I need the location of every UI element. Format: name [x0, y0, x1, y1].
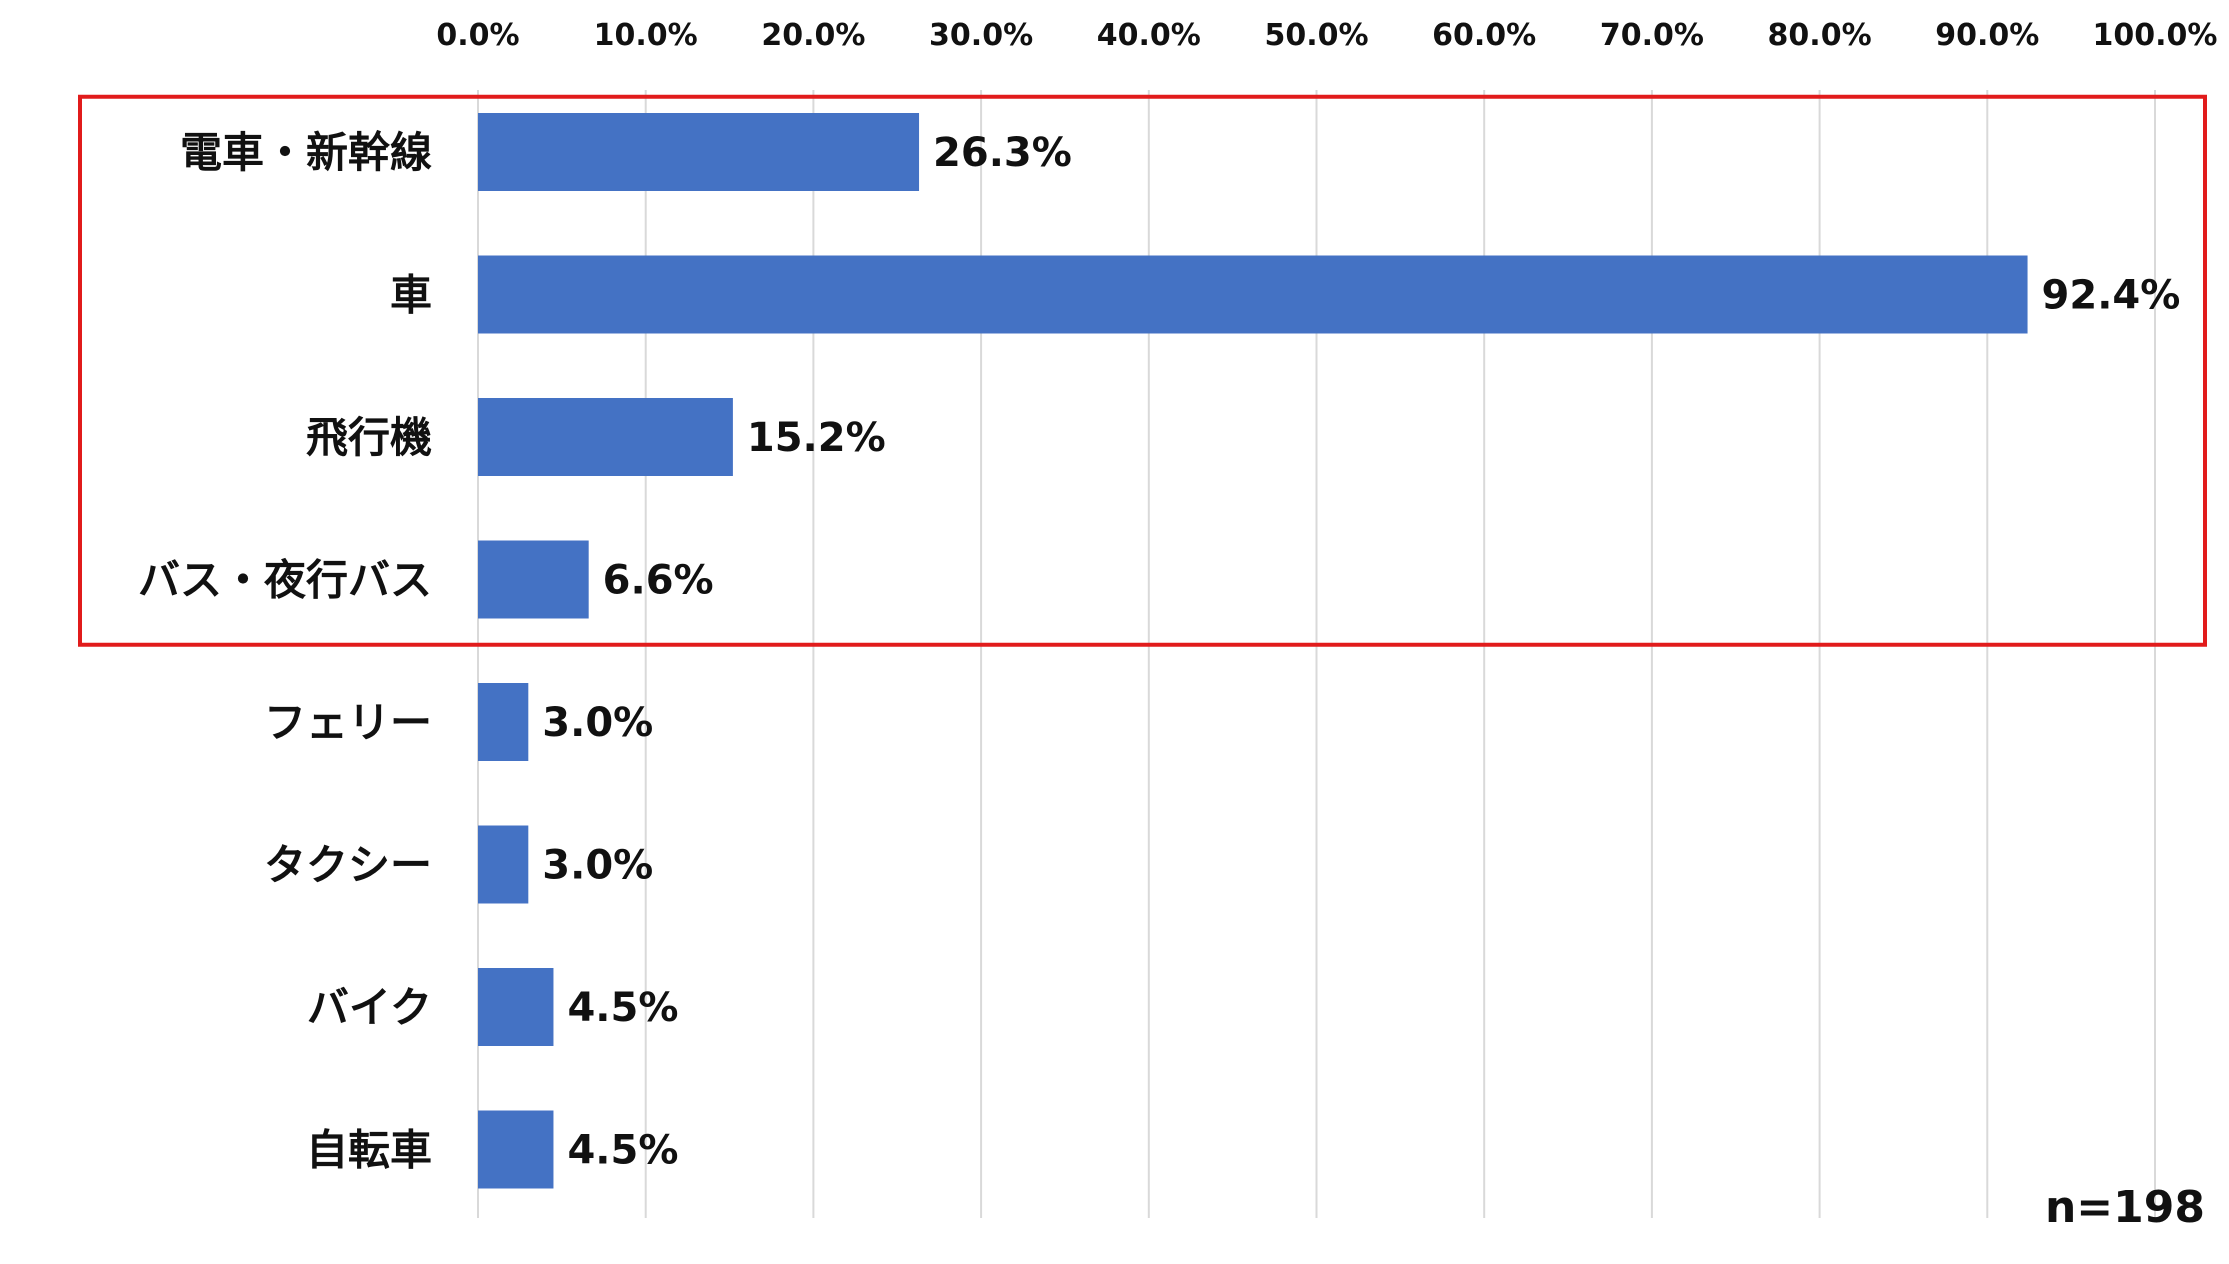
data-labels: 26.3% 92.4% 15.2% 6.6% 3.0% 3.0% 4.5% 4.5%: [542, 130, 2180, 1174]
highlight-box: [78, 94, 2207, 647]
bars: [478, 113, 2028, 1189]
category-label: 飛行機: [306, 413, 432, 462]
bar: [478, 968, 554, 1046]
category-label: バス・夜行バス: [138, 556, 432, 605]
bar: [478, 683, 529, 761]
category-label: タクシー: [264, 841, 432, 890]
x-tick-label: 70.0%: [1600, 18, 1704, 53]
x-tick-label: 30.0%: [929, 18, 1033, 53]
category-label: 車: [390, 271, 432, 320]
x-tick-label: 100.0%: [2093, 18, 2218, 53]
data-label: 15.2%: [747, 415, 886, 461]
category-label: フェリー: [264, 698, 432, 747]
x-tick-label: 50.0%: [1264, 18, 1368, 53]
category-label: 自転車: [306, 1126, 432, 1175]
data-label: 3.0%: [542, 843, 653, 889]
bar: [478, 113, 920, 191]
bar: [478, 1110, 554, 1189]
x-tick-label: 20.0%: [761, 18, 865, 53]
data-label: 6.6%: [603, 558, 714, 604]
sample-size-label: n=198: [2045, 1182, 2205, 1233]
category-label: 電車・新幹線: [180, 128, 432, 177]
data-label: 4.5%: [567, 1128, 678, 1174]
x-tick-label: 40.0%: [1097, 18, 1201, 53]
x-tick-label: 90.0%: [1935, 18, 2039, 53]
x-tick-label: 0.0%: [436, 18, 519, 53]
x-tick-label: 10.0%: [594, 18, 698, 53]
category-label: バイク: [307, 983, 432, 1032]
data-label: 4.5%: [567, 985, 678, 1031]
data-label: 3.0%: [542, 700, 653, 746]
bar: [478, 398, 733, 476]
x-tick-label: 60.0%: [1432, 18, 1536, 53]
data-label: 26.3%: [933, 130, 1072, 176]
x-tick-label: 80.0%: [1768, 18, 1872, 53]
data-label: 92.4%: [2042, 273, 2181, 319]
bar: [478, 825, 529, 904]
x-axis-tick-labels: 0.0% 10.0% 20.0% 30.0% 40.0% 50.0% 60.0% 70.0% 8…: [436, 18, 2217, 53]
bar: [478, 255, 2028, 334]
bar: [478, 540, 589, 619]
